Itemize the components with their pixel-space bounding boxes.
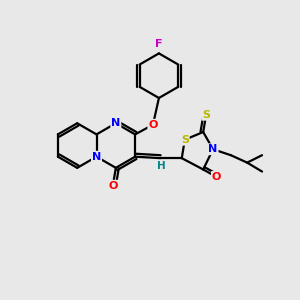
- Text: N: N: [111, 118, 120, 128]
- Text: S: S: [202, 110, 210, 120]
- Text: F: F: [155, 40, 163, 50]
- Text: O: O: [212, 172, 221, 182]
- Text: N: N: [92, 152, 101, 162]
- Text: H: H: [157, 161, 165, 172]
- Text: S: S: [181, 135, 189, 145]
- Text: O: O: [148, 120, 158, 130]
- Text: N: N: [208, 144, 217, 154]
- Text: O: O: [108, 181, 118, 191]
